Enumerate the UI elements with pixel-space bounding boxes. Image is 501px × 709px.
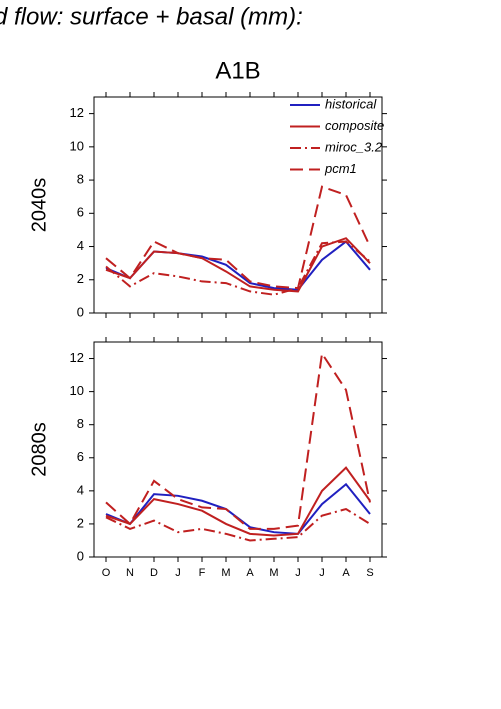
y-tick-label: 2	[77, 515, 84, 530]
x-tick-label: J	[295, 567, 301, 579]
y-tick-label: 6	[77, 205, 84, 220]
subtitle: A1B	[215, 57, 260, 84]
x-tick-label: O	[102, 567, 111, 579]
x-tick-label: M	[221, 567, 230, 579]
series-line	[105, 350, 371, 530]
series-line	[105, 507, 371, 542]
x-tick-label: N	[126, 567, 134, 579]
y-tick-label: 10	[70, 383, 84, 398]
series-line	[105, 240, 371, 291]
legend-label: pcm1	[324, 161, 357, 176]
x-tick-label: S	[366, 567, 373, 579]
y-axis-label: 2040s	[28, 178, 50, 233]
y-tick-label: 0	[77, 304, 84, 319]
y-tick-label: 4	[77, 238, 84, 253]
x-tick-label: D	[150, 567, 158, 579]
y-tick-label: 0	[77, 548, 84, 563]
legend-label: historical	[325, 96, 377, 111]
x-tick-label: J	[175, 567, 181, 579]
x-tick-label: A	[246, 567, 254, 579]
series-line	[105, 185, 371, 290]
x-tick-label: M	[269, 567, 278, 579]
y-tick-label: 4	[77, 482, 84, 497]
legend-label: miroc_3.2	[325, 139, 383, 154]
y-tick-label: 10	[70, 138, 84, 153]
x-tick-label: A	[342, 567, 350, 579]
y-tick-label: 2	[77, 271, 84, 286]
y-tick-label: 8	[77, 172, 84, 187]
plot-frame	[93, 96, 383, 314]
x-tick-label: J	[319, 567, 325, 579]
series-line	[105, 466, 371, 537]
y-tick-label: 12	[70, 105, 84, 120]
x-tick-label: F	[199, 567, 206, 579]
legend-label: composite	[325, 118, 384, 133]
series-line	[105, 240, 371, 296]
plot-frame	[93, 341, 383, 558]
y-tick-label: 12	[70, 350, 84, 365]
y-tick-label: 6	[77, 449, 84, 464]
page-title: d flow: surface + basal (mm):	[0, 3, 303, 30]
y-tick-label: 8	[77, 416, 84, 431]
y-axis-label: 2080s	[28, 422, 50, 477]
series-line	[105, 237, 371, 293]
